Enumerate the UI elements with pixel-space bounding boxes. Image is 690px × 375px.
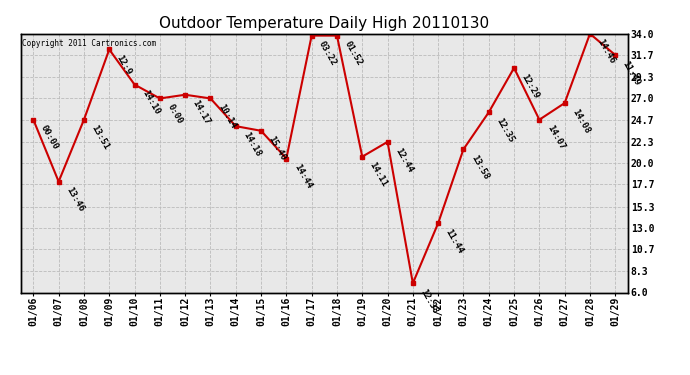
Text: 13:51: 13:51	[90, 124, 110, 152]
Text: 13:58: 13:58	[469, 153, 490, 181]
Text: 14:10: 14:10	[140, 89, 161, 117]
Text: 12:44: 12:44	[393, 146, 414, 174]
Text: 12:38: 12:38	[418, 287, 440, 315]
Text: 15:40: 15:40	[266, 135, 288, 163]
Text: 14:07: 14:07	[545, 124, 566, 152]
Text: 00:00: 00:00	[39, 124, 60, 152]
Text: 12:35: 12:35	[494, 117, 515, 144]
Text: 11:44: 11:44	[444, 227, 465, 255]
Text: 10:14: 10:14	[216, 103, 237, 130]
Text: Copyright 2011 Cartronics.com: Copyright 2011 Cartronics.com	[22, 39, 156, 48]
Text: 12:29: 12:29	[520, 72, 541, 100]
Text: 14:08: 14:08	[570, 107, 591, 135]
Text: 13:46: 13:46	[64, 186, 86, 213]
Text: 0:00: 0:00	[166, 103, 184, 126]
Text: 03:22: 03:22	[317, 40, 338, 68]
Text: 14:11: 14:11	[368, 161, 389, 189]
Text: 11:49: 11:49	[621, 59, 642, 87]
Text: 12:9: 12:9	[115, 54, 133, 77]
Text: 14:46: 14:46	[595, 38, 617, 66]
Text: 14:18: 14:18	[241, 130, 262, 158]
Title: Outdoor Temperature Daily High 20110130: Outdoor Temperature Daily High 20110130	[159, 16, 489, 31]
Text: 01:52: 01:52	[342, 40, 364, 68]
Text: 14:17: 14:17	[190, 99, 212, 127]
Text: 14:44: 14:44	[292, 163, 313, 190]
